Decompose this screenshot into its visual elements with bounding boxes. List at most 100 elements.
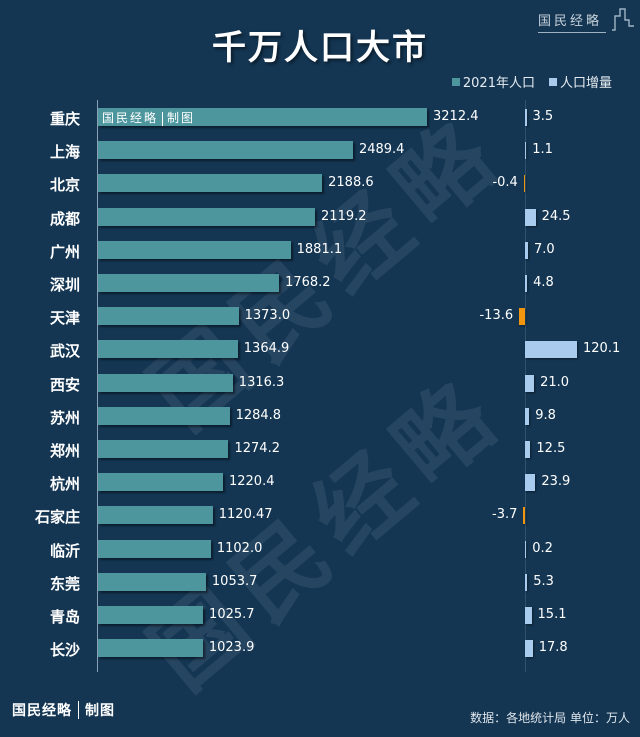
population-bar — [98, 373, 233, 392]
increase-bar-positive — [525, 441, 531, 458]
chart-row: 成都 2119.2 24.5 — [0, 204, 640, 237]
population-bar — [98, 274, 280, 292]
increase-value-label: 9.8 — [535, 407, 556, 423]
increase-bar-positive — [525, 142, 527, 160]
bar-brand-name: 国民经略 — [102, 111, 159, 125]
chart-row: 郑州 1274.2 12.5 — [0, 436, 640, 469]
increase-value-label: 120.1 — [583, 341, 621, 357]
increase-bar-negative — [519, 308, 525, 326]
increase-value-label: 3.5 — [532, 109, 554, 124]
population-value-label: 1373.0 — [244, 308, 291, 324]
population-bar — [98, 506, 213, 525]
population-bar — [98, 340, 238, 359]
increase-value-label: 7.0 — [534, 241, 555, 257]
increase-value-label: -3.7 — [492, 507, 518, 523]
legend-label: 人口增量 — [559, 76, 612, 91]
increase-value-label: 17.8 — [538, 640, 568, 656]
chart-row: 武汉 1364.9 120.1 — [0, 336, 640, 369]
chart-row: 西安 1316.3 21.0 — [0, 370, 640, 403]
increase-bar-positive — [525, 607, 532, 624]
population-bar — [98, 639, 203, 658]
population-bar — [98, 141, 353, 160]
population-value-label: 1053.7 — [211, 573, 258, 589]
category-label: 重庆 — [49, 110, 80, 128]
legend-item-population: 2021年人口 — [451, 72, 535, 91]
population-value-label: 1220.4 — [228, 474, 275, 490]
category-label: 杭州 — [49, 475, 80, 494]
footer-brand-suffix: 制图 — [85, 703, 115, 719]
population-bar — [98, 539, 211, 558]
population-bar — [98, 307, 239, 326]
category-label: 苏州 — [49, 408, 80, 427]
population-value-label: 2489.4 — [358, 142, 405, 158]
chart-legend: 2021年人口 人口增量 — [451, 72, 612, 91]
population-value-label: 1768.2 — [285, 275, 331, 290]
increase-bar-positive — [525, 241, 529, 259]
category-label: 长沙 — [49, 641, 80, 660]
increase-bar-positive — [525, 374, 535, 392]
increase-value-label: 5.3 — [533, 573, 554, 589]
population-bar — [98, 207, 316, 226]
brand-logo: 国民经略 — [538, 10, 607, 33]
increase-value-label: 15.1 — [537, 607, 567, 622]
population-bar — [98, 240, 291, 259]
legend-swatch-population — [451, 77, 460, 86]
category-label: 广州 — [49, 242, 80, 261]
increase-value-label: 21.0 — [540, 374, 570, 390]
population-bar — [98, 572, 206, 591]
increase-value-label: -13.6 — [479, 308, 514, 324]
footer-brand: 国民经略 制图 — [12, 700, 115, 720]
category-label: 西安 — [49, 375, 80, 394]
chart-row: 杭州 1220.4 23.9 — [0, 469, 640, 502]
increase-value-label: 0.2 — [532, 540, 553, 556]
population-bar — [98, 606, 204, 624]
chart-row: 临沂 1102.0 0.2 — [0, 536, 640, 569]
population-value-label: 1316.3 — [238, 374, 285, 390]
chart-row: 石家庄 1120.47 -3.7 — [0, 502, 640, 535]
chart-row: 东莞 1053.7 5.3 — [0, 569, 640, 602]
population-value-label: 3212.4 — [433, 109, 479, 124]
population-value-label: 2188.6 — [328, 175, 374, 191]
chart-row: 北京 2188.6 -0.4 — [0, 170, 640, 203]
increase-bar-positive — [525, 474, 536, 492]
bar-brand-suffix: 制图 — [167, 111, 196, 125]
building-icon — [612, 8, 634, 31]
legend-swatch-increase — [548, 77, 557, 86]
category-label: 郑州 — [49, 442, 80, 460]
bar-brand-divider — [162, 111, 164, 126]
population-value-label: 1364.9 — [243, 341, 290, 357]
increase-value-label: 1.1 — [532, 142, 553, 158]
category-label: 临沂 — [49, 541, 80, 560]
population-bar — [98, 440, 229, 458]
category-label: 武汉 — [49, 342, 80, 361]
population-bar — [98, 406, 230, 425]
increase-bar-positive — [525, 109, 527, 126]
increase-value-label: -0.4 — [492, 175, 518, 191]
chart-row: 长沙 1023.9 17.8 — [0, 635, 640, 668]
increase-bar-positive — [525, 208, 536, 226]
increase-value-label: 24.5 — [541, 208, 571, 224]
category-label: 北京 — [49, 176, 80, 195]
population-value-label: 1025.7 — [209, 607, 255, 622]
legend-label: 2021年人口 — [462, 76, 535, 91]
increase-bar-positive — [525, 341, 577, 359]
footer-divider — [78, 701, 79, 719]
category-label: 成都 — [49, 209, 80, 228]
population-bar — [98, 473, 223, 492]
increase-bar-negative — [523, 175, 525, 193]
bar-brand-mark: 国民经略 制图 — [102, 109, 195, 126]
population-bar: 国民经略 制图 — [98, 108, 427, 126]
legend-item-increase: 人口增量 — [548, 72, 612, 91]
population-value-label: 1023.9 — [208, 640, 255, 656]
increase-value-label: 23.9 — [541, 474, 571, 490]
increase-bar-negative — [523, 507, 525, 525]
increase-bar-positive — [525, 407, 530, 425]
population-value-label: 1881.1 — [296, 241, 343, 257]
chart-row: 广州 1881.1 7.0 — [0, 237, 640, 270]
population-value-label: 1102.0 — [216, 540, 263, 556]
population-value-label: 1274.2 — [234, 441, 280, 456]
chart-row: 上海 2489.4 1.1 — [0, 137, 640, 170]
increase-bar-positive — [525, 275, 528, 292]
increase-value-label: 4.8 — [533, 275, 554, 290]
increase-bar-positive — [525, 573, 528, 591]
